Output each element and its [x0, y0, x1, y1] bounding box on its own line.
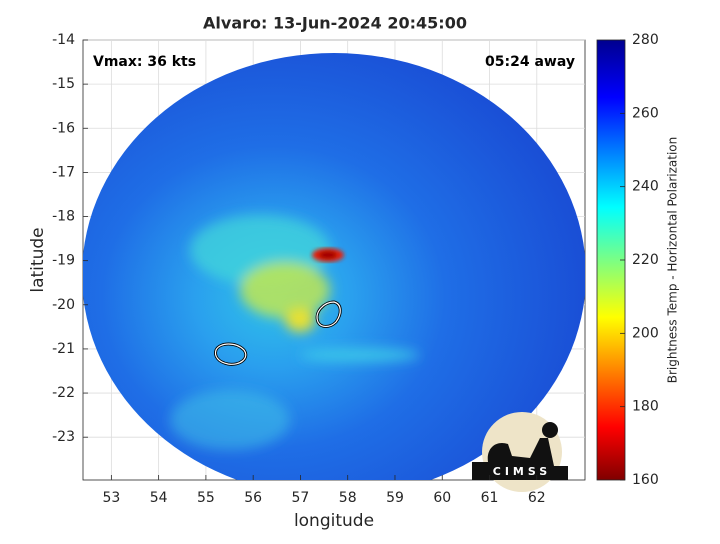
- x-tick-label: 60: [433, 490, 451, 506]
- chart-title: Alvaro: 13-Jun-2024 20:45:00: [203, 14, 467, 33]
- x-tick-label: 59: [386, 490, 404, 506]
- brightness-image: [83, 53, 585, 480]
- x-tick-label: 61: [481, 490, 499, 506]
- colorbar-tick-label: 180: [632, 399, 659, 415]
- y-tick-label: -18: [52, 209, 75, 225]
- x-tick-label: 58: [339, 490, 357, 506]
- y-axis-label: latitude: [28, 227, 48, 292]
- x-tick-label: 55: [197, 490, 215, 506]
- x-tick-label: 53: [102, 490, 120, 506]
- y-tick-label: -21: [52, 341, 75, 357]
- y-tick-label: -20: [52, 297, 75, 313]
- x-tick-label: 56: [244, 490, 262, 506]
- contour: [316, 301, 341, 328]
- colorbar-tick-label: 280: [632, 32, 659, 48]
- y-tick-label: -16: [52, 120, 75, 136]
- contour: [214, 343, 247, 365]
- logo: CIMSS: [472, 412, 568, 492]
- scan-disk: [83, 53, 585, 480]
- x-tick-label: 57: [292, 490, 310, 506]
- colorbar-tick-label: 160: [632, 472, 659, 488]
- hot-core: [312, 248, 344, 262]
- y-tick-label: -23: [52, 429, 75, 445]
- annotation: Vmax: 36 kts: [93, 54, 196, 70]
- x-tick-label: 62: [528, 490, 546, 506]
- colorbar-tick-label: 220: [632, 252, 659, 268]
- y-tick-label: -22: [52, 385, 75, 401]
- y-tick-label: -19: [52, 253, 75, 269]
- storm-features: [170, 215, 420, 450]
- colorbar-label: Brightness Temp - Horizontal Polarizatio…: [666, 137, 680, 384]
- y-tick-label: -14: [52, 32, 75, 48]
- colorbar-tick-label: 200: [632, 325, 659, 341]
- x-axis-label: longitude: [294, 511, 374, 531]
- logo-text: CIMSS: [493, 465, 551, 478]
- x-tick-label: 54: [150, 490, 168, 506]
- y-tick-label: -15: [52, 76, 75, 92]
- colorbar-tick-label: 260: [632, 105, 659, 121]
- colorbar-tick-label: 240: [632, 179, 659, 195]
- y-tick-label: -17: [52, 164, 75, 180]
- annotation: 05:24 away: [485, 54, 575, 70]
